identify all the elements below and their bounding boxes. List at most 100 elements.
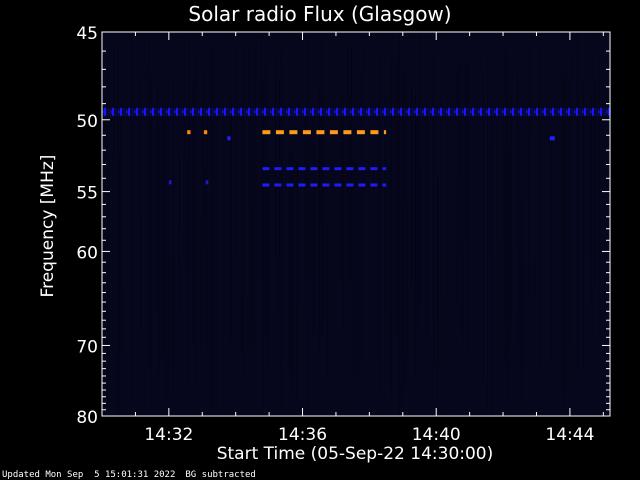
noise-stripe	[525, 58, 526, 262]
noise-stripe	[347, 44, 348, 280]
noise-stripe	[105, 97, 106, 353]
noise-stripe	[133, 60, 134, 323]
noise-stripe	[437, 178, 438, 404]
orange-band-50.8-mark	[329, 130, 338, 135]
noise-stripe	[285, 173, 286, 358]
noise-stripe	[127, 55, 128, 286]
y-axis-label: Frequency [MHz]	[38, 154, 58, 298]
noise-stripe	[319, 86, 320, 352]
noise-stripe	[167, 49, 168, 404]
noise-stripe	[425, 33, 426, 349]
noise-stripe	[241, 155, 242, 352]
noise-stripe	[417, 113, 418, 326]
noise-stripe	[221, 101, 222, 402]
noise-stripe	[403, 72, 404, 393]
noise-stripe	[209, 77, 210, 354]
noise-stripe	[565, 49, 566, 393]
noise-stripe	[493, 41, 494, 257]
noise-stripe	[325, 39, 326, 415]
blue-band-49.5-tick	[544, 107, 546, 116]
noise-stripe	[177, 39, 178, 232]
noise-stripe	[207, 109, 208, 350]
noise-stripe	[331, 32, 332, 397]
noise-stripe	[203, 72, 204, 242]
noise-stripe	[223, 239, 224, 411]
noise-stripe	[463, 173, 464, 352]
noise-stripe	[543, 35, 544, 403]
noise-stripe	[449, 60, 450, 407]
noise-stripe	[153, 46, 154, 414]
noise-stripe	[191, 116, 192, 291]
noise-stripe	[477, 58, 478, 228]
noise-stripe	[433, 54, 434, 364]
blue-band-54.5-mark	[370, 183, 378, 187]
noise-stripe	[247, 97, 248, 292]
noise-stripe	[275, 56, 276, 259]
noise-stripe	[489, 32, 490, 412]
noise-stripe	[375, 36, 376, 264]
noise-stripe	[341, 97, 342, 280]
plot-frame	[101, 31, 611, 417]
y-tick-label: 55	[76, 184, 98, 204]
blue-band-49.5-tick	[272, 107, 274, 116]
noise-stripe	[607, 90, 608, 411]
blue-band-54.5-mark	[382, 183, 387, 187]
noise-stripe	[441, 70, 442, 416]
blue-band-49.5-tick	[424, 107, 426, 116]
noise-stripe	[277, 123, 278, 413]
blue-band-49.5-tick	[408, 107, 410, 116]
noise-stripe	[513, 85, 514, 367]
noise-stripe	[217, 113, 218, 382]
blue-band-54.5-mark	[310, 183, 318, 187]
blue-band-54.5-mark	[358, 183, 366, 187]
blue-band-49.5-tick	[248, 107, 250, 116]
noise-stripe	[505, 41, 506, 365]
noise-stripe	[553, 70, 554, 403]
blue-band-49.5-tick	[232, 107, 234, 116]
noise-stripe	[295, 44, 296, 287]
noise-stripe	[559, 190, 560, 386]
blue-band-49.5-tick	[552, 107, 554, 116]
noise-stripe	[409, 32, 410, 337]
noise-stripe	[261, 36, 262, 280]
noise-stripe	[591, 96, 592, 307]
noise-stripe	[233, 44, 234, 350]
noise-stripe	[231, 99, 232, 339]
x-axis-label: Start Time (05-Sep-22 14:30:00)	[216, 444, 494, 464]
noise-stripe	[143, 100, 144, 329]
orange-band-50.8-mark	[383, 130, 387, 135]
noise-stripe	[545, 109, 546, 269]
blue-band-53.3-mark	[358, 167, 366, 171]
blue-band-49.5-tick	[288, 107, 290, 116]
blue-band-49.5-tick	[472, 107, 474, 116]
orange-band-50.8-mark	[289, 130, 298, 135]
blue-band-49.5-tick	[584, 107, 586, 116]
noise-stripe	[155, 78, 156, 380]
noise-stripe	[349, 96, 350, 285]
noise-stripe	[125, 61, 126, 318]
noise-stripe	[569, 80, 570, 347]
blue-band-54.5-mark	[346, 183, 354, 187]
y-tick-label: 60	[76, 243, 98, 263]
noise-stripe	[171, 36, 172, 251]
noise-stripe	[573, 217, 574, 379]
noise-stripe	[365, 62, 366, 313]
noise-stripe	[169, 191, 170, 375]
noise-stripe	[481, 89, 482, 408]
blue-band-49.5-tick	[336, 107, 338, 116]
blue-band-49.5-tick	[304, 107, 306, 116]
blue-blip-2	[549, 136, 555, 141]
noise-stripe	[225, 63, 226, 368]
noise-stripe	[273, 50, 274, 390]
x-tick-label: 14:36	[278, 425, 327, 445]
noise-stripe	[291, 148, 292, 392]
noise-stripe	[585, 39, 586, 258]
noise-stripe	[109, 160, 110, 380]
orange-band-50.8-mark	[275, 130, 284, 135]
noise-stripe	[387, 93, 388, 407]
noise-stripe	[111, 138, 112, 310]
blue-band-49.5-tick	[224, 107, 226, 116]
blue-band-49.5-tick	[440, 107, 442, 116]
blue-band-49.5-tick	[104, 107, 106, 116]
orange-band-50.8-mark	[316, 130, 325, 135]
